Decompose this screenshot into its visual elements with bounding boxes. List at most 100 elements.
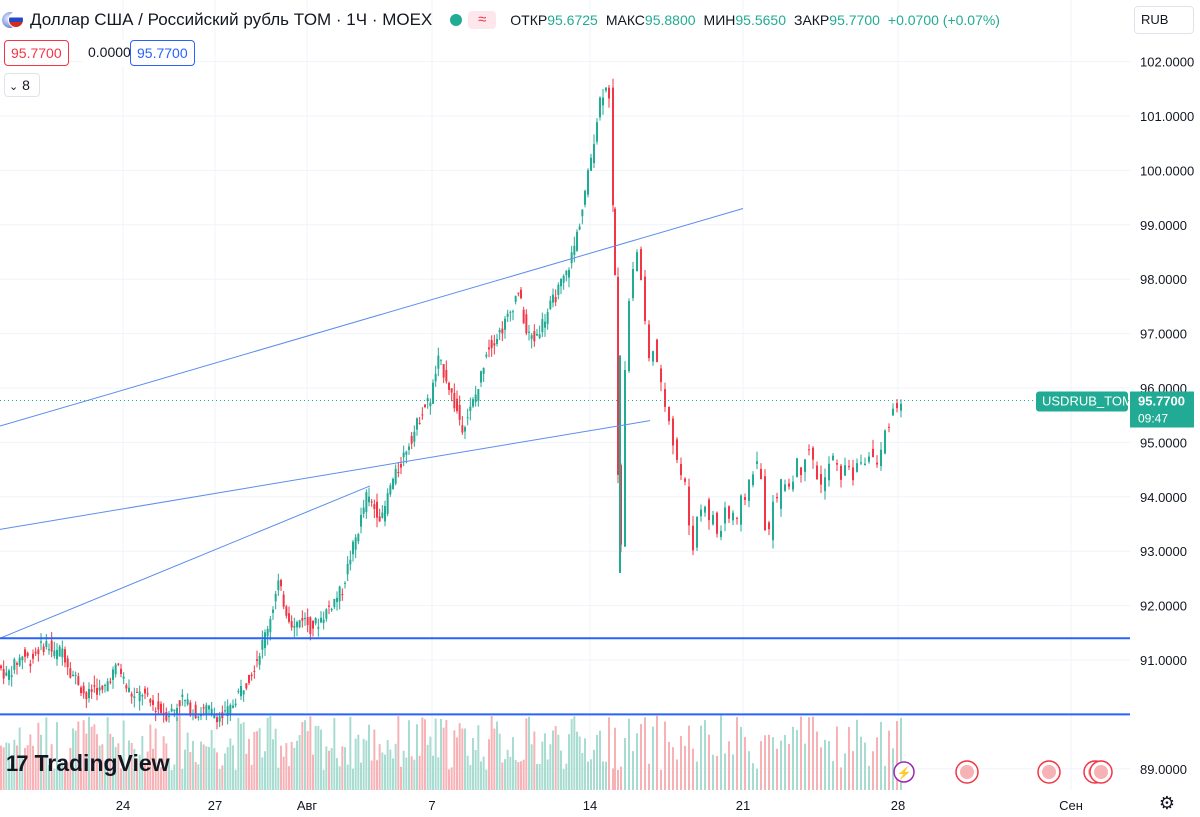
candle-body — [636, 252, 638, 272]
candle-body — [392, 478, 394, 490]
symbol-title[interactable]: Доллар США / Российский рубль TOM · 1Ч ·… — [30, 10, 433, 29]
volume-bar — [493, 728, 496, 790]
candle-body — [165, 712, 168, 721]
candle-body — [896, 402, 898, 409]
candle-body — [293, 625, 296, 628]
volume-bar — [608, 717, 610, 790]
volume-bar — [402, 750, 405, 790]
volume-bar — [72, 728, 74, 790]
volume-bar — [416, 724, 418, 790]
volume-bar — [490, 716, 493, 790]
candle-body — [330, 608, 333, 611]
volume-bar — [485, 769, 488, 790]
candle-body — [205, 705, 208, 715]
candle-body — [360, 514, 362, 527]
candle-body — [808, 449, 810, 451]
chevron-down-icon: ⌄ — [9, 81, 19, 93]
currency-selector[interactable]: RUB — [1134, 6, 1194, 34]
volume-bar — [232, 745, 234, 790]
buy-price-button[interactable]: 95.7700 — [130, 40, 195, 66]
trend-lines[interactable] — [0, 208, 744, 639]
candle-body — [397, 471, 400, 473]
candle-body — [368, 496, 370, 503]
candle-body — [736, 517, 738, 519]
candle-body — [258, 655, 261, 665]
volume-bar — [720, 715, 722, 790]
candle-body — [570, 252, 573, 264]
sell-price-button[interactable]: 95.7700 — [4, 40, 69, 66]
candle-body — [498, 330, 501, 333]
volume-bar — [477, 725, 480, 790]
candle-body — [176, 707, 178, 715]
candle-body — [599, 97, 601, 118]
candle-body — [413, 431, 416, 442]
candle-body — [644, 276, 646, 321]
volume-bar — [405, 757, 408, 790]
candle-body — [724, 507, 726, 524]
candle-body — [218, 716, 221, 722]
volume-bar — [274, 728, 277, 790]
candle-body — [146, 693, 149, 695]
volume-bar — [784, 735, 786, 790]
trend-line[interactable] — [0, 420, 651, 530]
volume-bar — [384, 754, 386, 790]
wave-icon[interactable]: ≈ — [468, 11, 497, 29]
volume-bar — [570, 719, 573, 790]
logo-text: TradingView — [34, 750, 170, 776]
volume-bar — [652, 726, 654, 790]
candle-body — [312, 620, 314, 629]
volume-bar — [256, 731, 258, 790]
economic-events[interactable]: ⚡ — [893, 760, 1113, 784]
candle-body — [852, 467, 854, 481]
indicators-toggle[interactable]: ⌄ 8 — [4, 73, 40, 97]
x-tick-label: 28 — [891, 798, 905, 813]
volume-bar — [525, 718, 528, 790]
volume-bar — [440, 718, 442, 790]
candle-body — [605, 87, 607, 91]
volume-bar — [614, 727, 616, 790]
volume-bar — [644, 717, 646, 790]
volume-bar — [573, 716, 576, 790]
candle-body — [157, 701, 160, 710]
volume-bar — [418, 755, 421, 790]
candle-body — [42, 646, 45, 652]
candle-body — [229, 705, 232, 714]
candle-body — [136, 692, 138, 694]
volume-bar — [280, 745, 282, 790]
candle-body — [864, 463, 866, 466]
candle-body — [405, 451, 408, 455]
candle-body — [138, 691, 141, 702]
volume-bar — [624, 738, 626, 790]
time-axis[interactable]: 24 27 Авг 7 14 21 28 Сен — [116, 798, 1083, 813]
volume-bar — [157, 765, 160, 790]
volume-bar — [360, 762, 362, 790]
y-tick-label: 98.0000 — [1140, 272, 1187, 287]
volume-bar — [408, 720, 410, 790]
candle-body — [90, 689, 93, 692]
trend-line[interactable] — [0, 208, 744, 427]
volume-bar — [149, 724, 152, 790]
lightning-event-icon[interactable] — [893, 761, 915, 783]
volume-bar — [800, 716, 802, 790]
candle-body — [141, 695, 144, 697]
candle-body — [538, 334, 541, 338]
gear-icon[interactable]: ⚙ — [1158, 793, 1176, 813]
candle-body — [269, 618, 272, 633]
market-open-icon[interactable] — [450, 14, 463, 26]
candle-body — [186, 699, 189, 705]
candle-body — [612, 87, 614, 206]
candle-body — [322, 619, 325, 623]
horizontal-levels[interactable]: 91.400090.0000 — [0, 628, 1194, 725]
volume-bar — [82, 720, 85, 790]
candle-body — [384, 506, 386, 522]
tradingview-logo[interactable]: 17 TradingView — [6, 750, 170, 777]
candle-body — [240, 685, 242, 697]
candle-body — [557, 284, 560, 295]
volume-bar — [221, 765, 224, 790]
candle-body — [114, 664, 117, 675]
volume-bar — [480, 761, 482, 790]
trend-line[interactable] — [0, 485, 371, 639]
volume-bar — [880, 721, 882, 790]
candle-body — [432, 382, 434, 404]
